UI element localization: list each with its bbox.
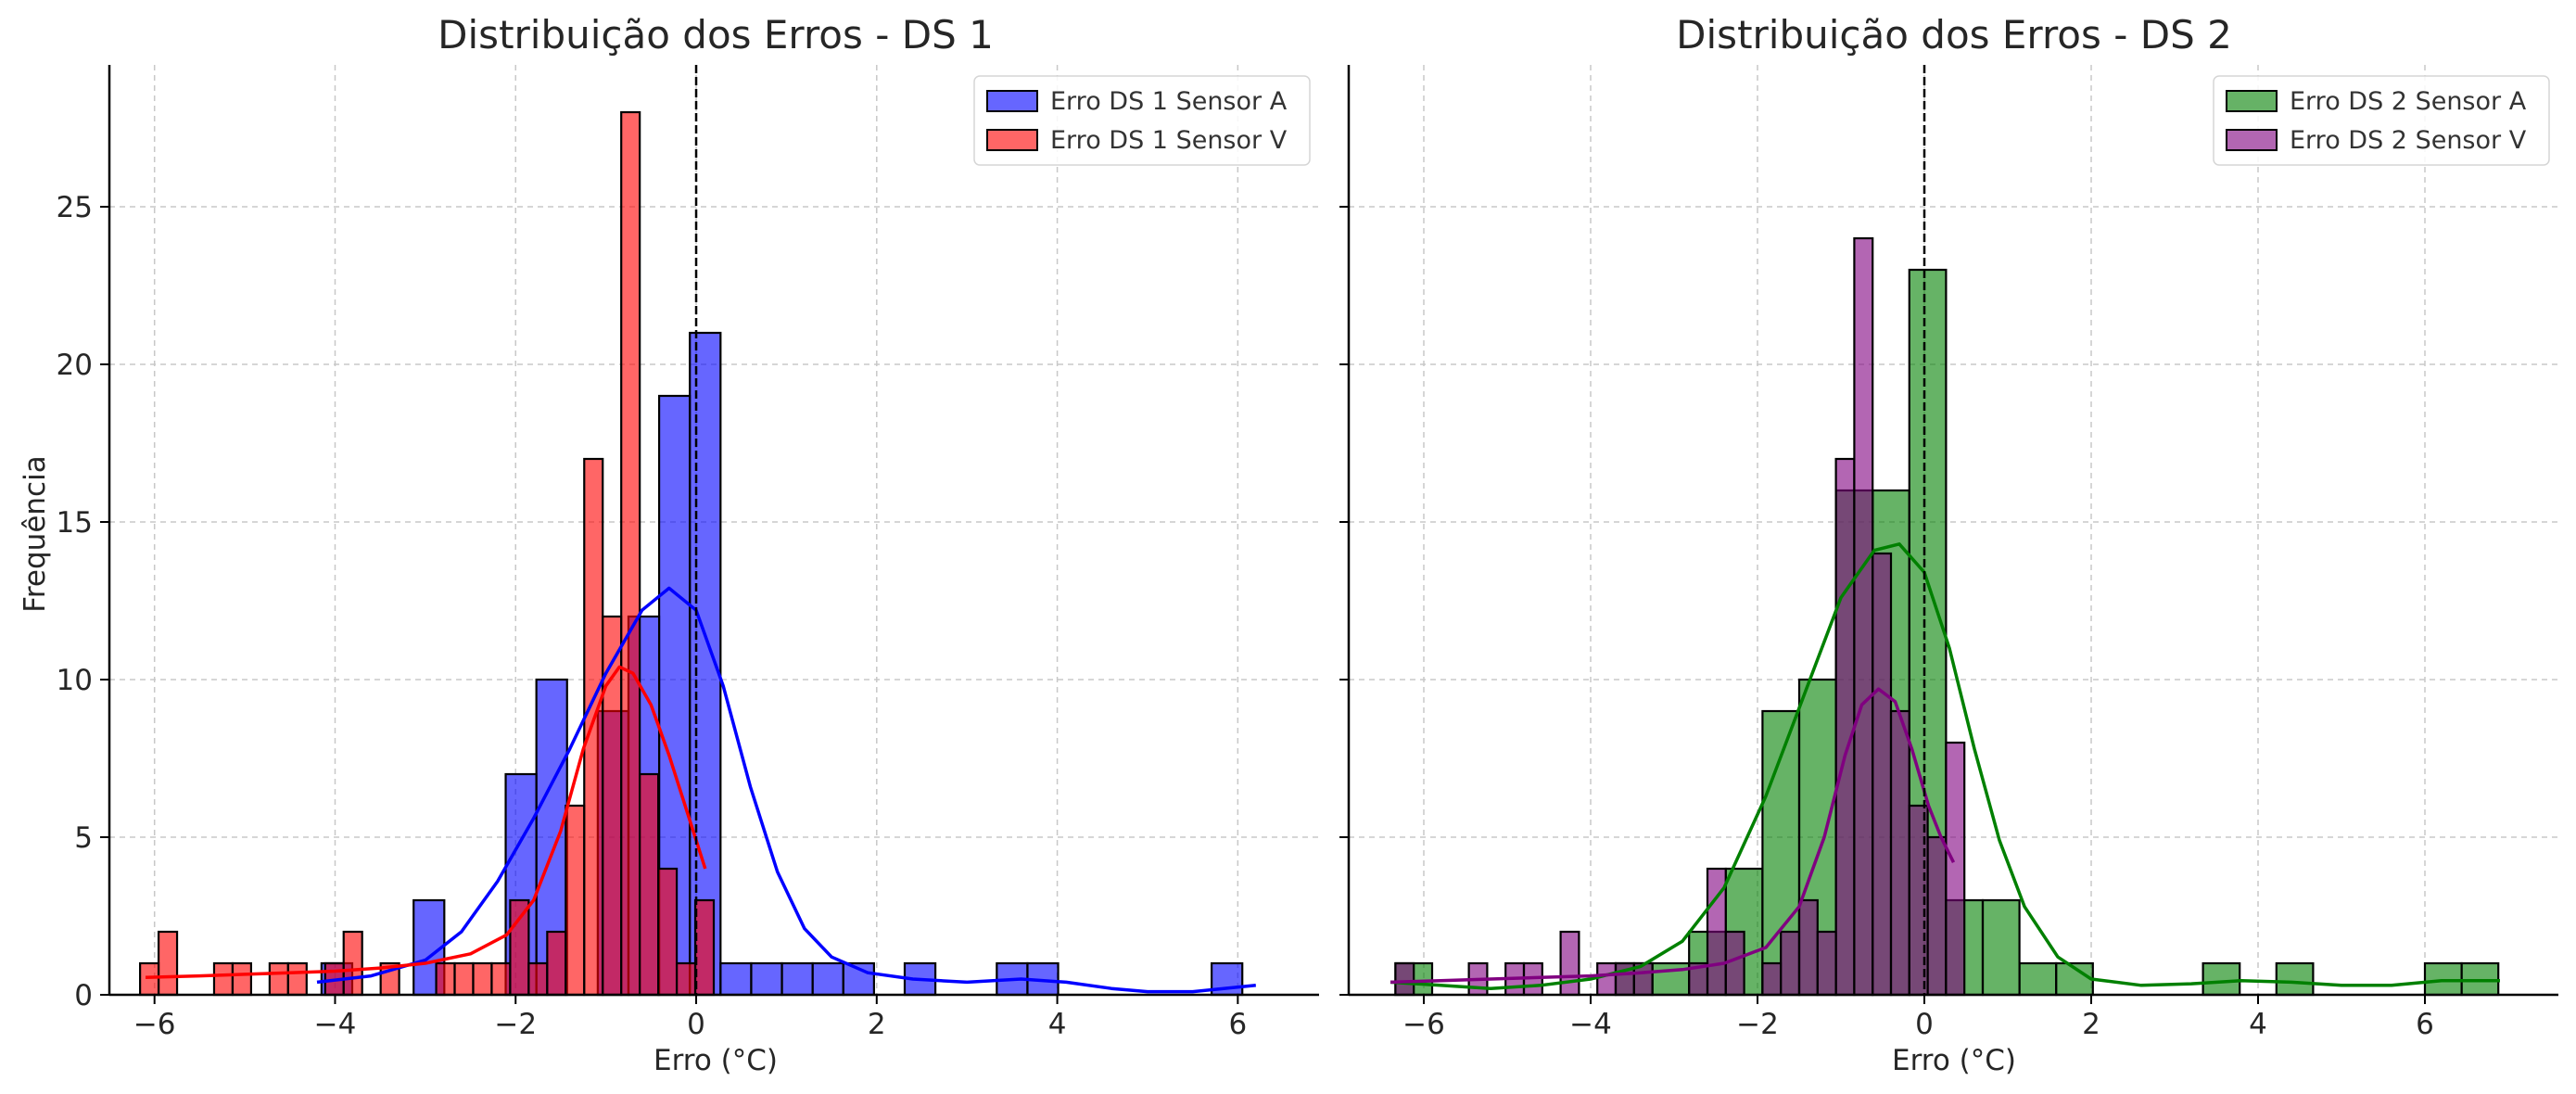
x-tick-label: 6 — [1228, 1008, 1247, 1041]
x-tick-label: 2 — [868, 1008, 886, 1041]
x-axis-label-ds2: Erro (°C) — [1892, 1044, 2016, 1077]
y-tick-label: 5 — [74, 821, 93, 855]
histogram-bar — [1596, 961, 1618, 997]
legend-label: Erro DS 1 Sensor V — [1050, 126, 1288, 155]
x-tick-label: 6 — [2416, 1008, 2434, 1041]
histogram-bar — [1872, 552, 1893, 997]
y-axis-label: Frequência — [19, 455, 52, 612]
histogram-bar — [1559, 930, 1580, 997]
chart-title-ds2: Distribuição dos Erros - DS 2 — [1676, 12, 2232, 57]
legend-swatch — [986, 129, 1038, 151]
x-tick-label: −2 — [1736, 1008, 1779, 1041]
histogram-bar — [780, 961, 814, 997]
x-tick-label: 4 — [2249, 1008, 2267, 1041]
legend-frame — [2213, 75, 2550, 166]
histogram-bar — [657, 867, 679, 997]
legend: Erro DS 1 Sensor A Erro DS 1 Sensor V — [973, 75, 1311, 166]
histogram-bar — [157, 930, 179, 997]
legend-frame — [973, 75, 1311, 166]
y-tick-label: 20 — [57, 349, 93, 382]
histogram-bar — [1816, 930, 1837, 997]
x-tick-label: 0 — [687, 1008, 705, 1041]
x-tick-label: 0 — [1915, 1008, 1934, 1041]
legend-swatch — [2226, 90, 2278, 112]
histogram-bar — [1834, 457, 1856, 997]
histogram-bar — [527, 961, 549, 997]
kde-curve — [1390, 687, 1956, 985]
histogram-bar — [231, 961, 252, 997]
histogram-bar — [212, 961, 235, 997]
histogram-bar — [1853, 236, 1874, 997]
histogram-bar — [1889, 709, 1910, 997]
histogram-bar — [268, 961, 289, 997]
histogram-bar — [639, 772, 660, 997]
histogram-bar — [1394, 961, 1415, 997]
chart-panel-ds2: Distribuição dos Erros - DS 2 Erro (°C) … — [1339, 12, 2558, 1077]
histogram-bar — [693, 898, 716, 997]
histogram-bar — [546, 930, 567, 997]
chart-panel-ds1: Distribuição dos Erros - DS 1 Erro (°C) … — [19, 12, 1319, 1077]
histogram-bar — [139, 961, 160, 997]
histogram-bar — [472, 961, 493, 997]
x-tick-label: −6 — [1402, 1008, 1445, 1041]
histogram-bar — [565, 804, 586, 997]
y-tick-label: 15 — [57, 506, 93, 540]
histogram-bar — [1797, 898, 1819, 997]
x-tick-label: −6 — [133, 1008, 176, 1041]
x-tick-label: −4 — [314, 1008, 357, 1041]
kde-curve — [316, 586, 1256, 994]
x-tick-label: −2 — [494, 1008, 537, 1041]
histogram-bar — [2018, 961, 2058, 997]
histogram-bar — [2202, 961, 2241, 997]
x-axis-label-ds1: Erro (°C) — [654, 1044, 778, 1077]
histogram-bar — [583, 457, 604, 997]
histogram-bar — [1780, 930, 1801, 997]
x-tick-label: −4 — [1569, 1008, 1612, 1041]
legend-swatch — [986, 90, 1038, 112]
x-tick-label: 2 — [2082, 1008, 2100, 1041]
y-tick-label: 10 — [57, 664, 93, 697]
histogram-bar — [342, 930, 363, 997]
legend: Erro DS 2 Sensor A Erro DS 2 Sensor V — [2213, 75, 2550, 166]
histogram-bar — [490, 961, 512, 997]
histogram-bar — [719, 961, 753, 997]
kde-curve — [145, 665, 707, 980]
histogram-bar — [811, 961, 844, 997]
chart-title-ds1: Distribuição dos Erros - DS 1 — [438, 12, 994, 57]
histogram-bar — [620, 110, 641, 997]
histogram-bar — [509, 898, 530, 997]
histogram-bar — [1926, 835, 1948, 997]
histogram-bar — [2275, 961, 2315, 997]
histogram-bar — [675, 961, 697, 997]
legend-swatch — [2226, 129, 2278, 151]
x-tick-label: 4 — [1048, 1008, 1067, 1041]
histogram-bar — [1945, 741, 1966, 997]
histogram-bar — [453, 961, 475, 997]
legend-label: Erro DS 2 Sensor V — [2290, 126, 2527, 155]
y-tick-label: 25 — [57, 191, 93, 224]
histogram-bar — [286, 961, 308, 997]
y-tick-label: 0 — [74, 979, 93, 1012]
histogram-bar — [750, 961, 783, 997]
legend-label: Erro DS 1 Sensor A — [1050, 87, 1288, 116]
histogram-bar — [435, 961, 456, 997]
histogram-bar — [1761, 961, 1783, 997]
histogram-bar — [1981, 898, 2021, 997]
legend-label: Erro DS 2 Sensor A — [2290, 87, 2527, 116]
